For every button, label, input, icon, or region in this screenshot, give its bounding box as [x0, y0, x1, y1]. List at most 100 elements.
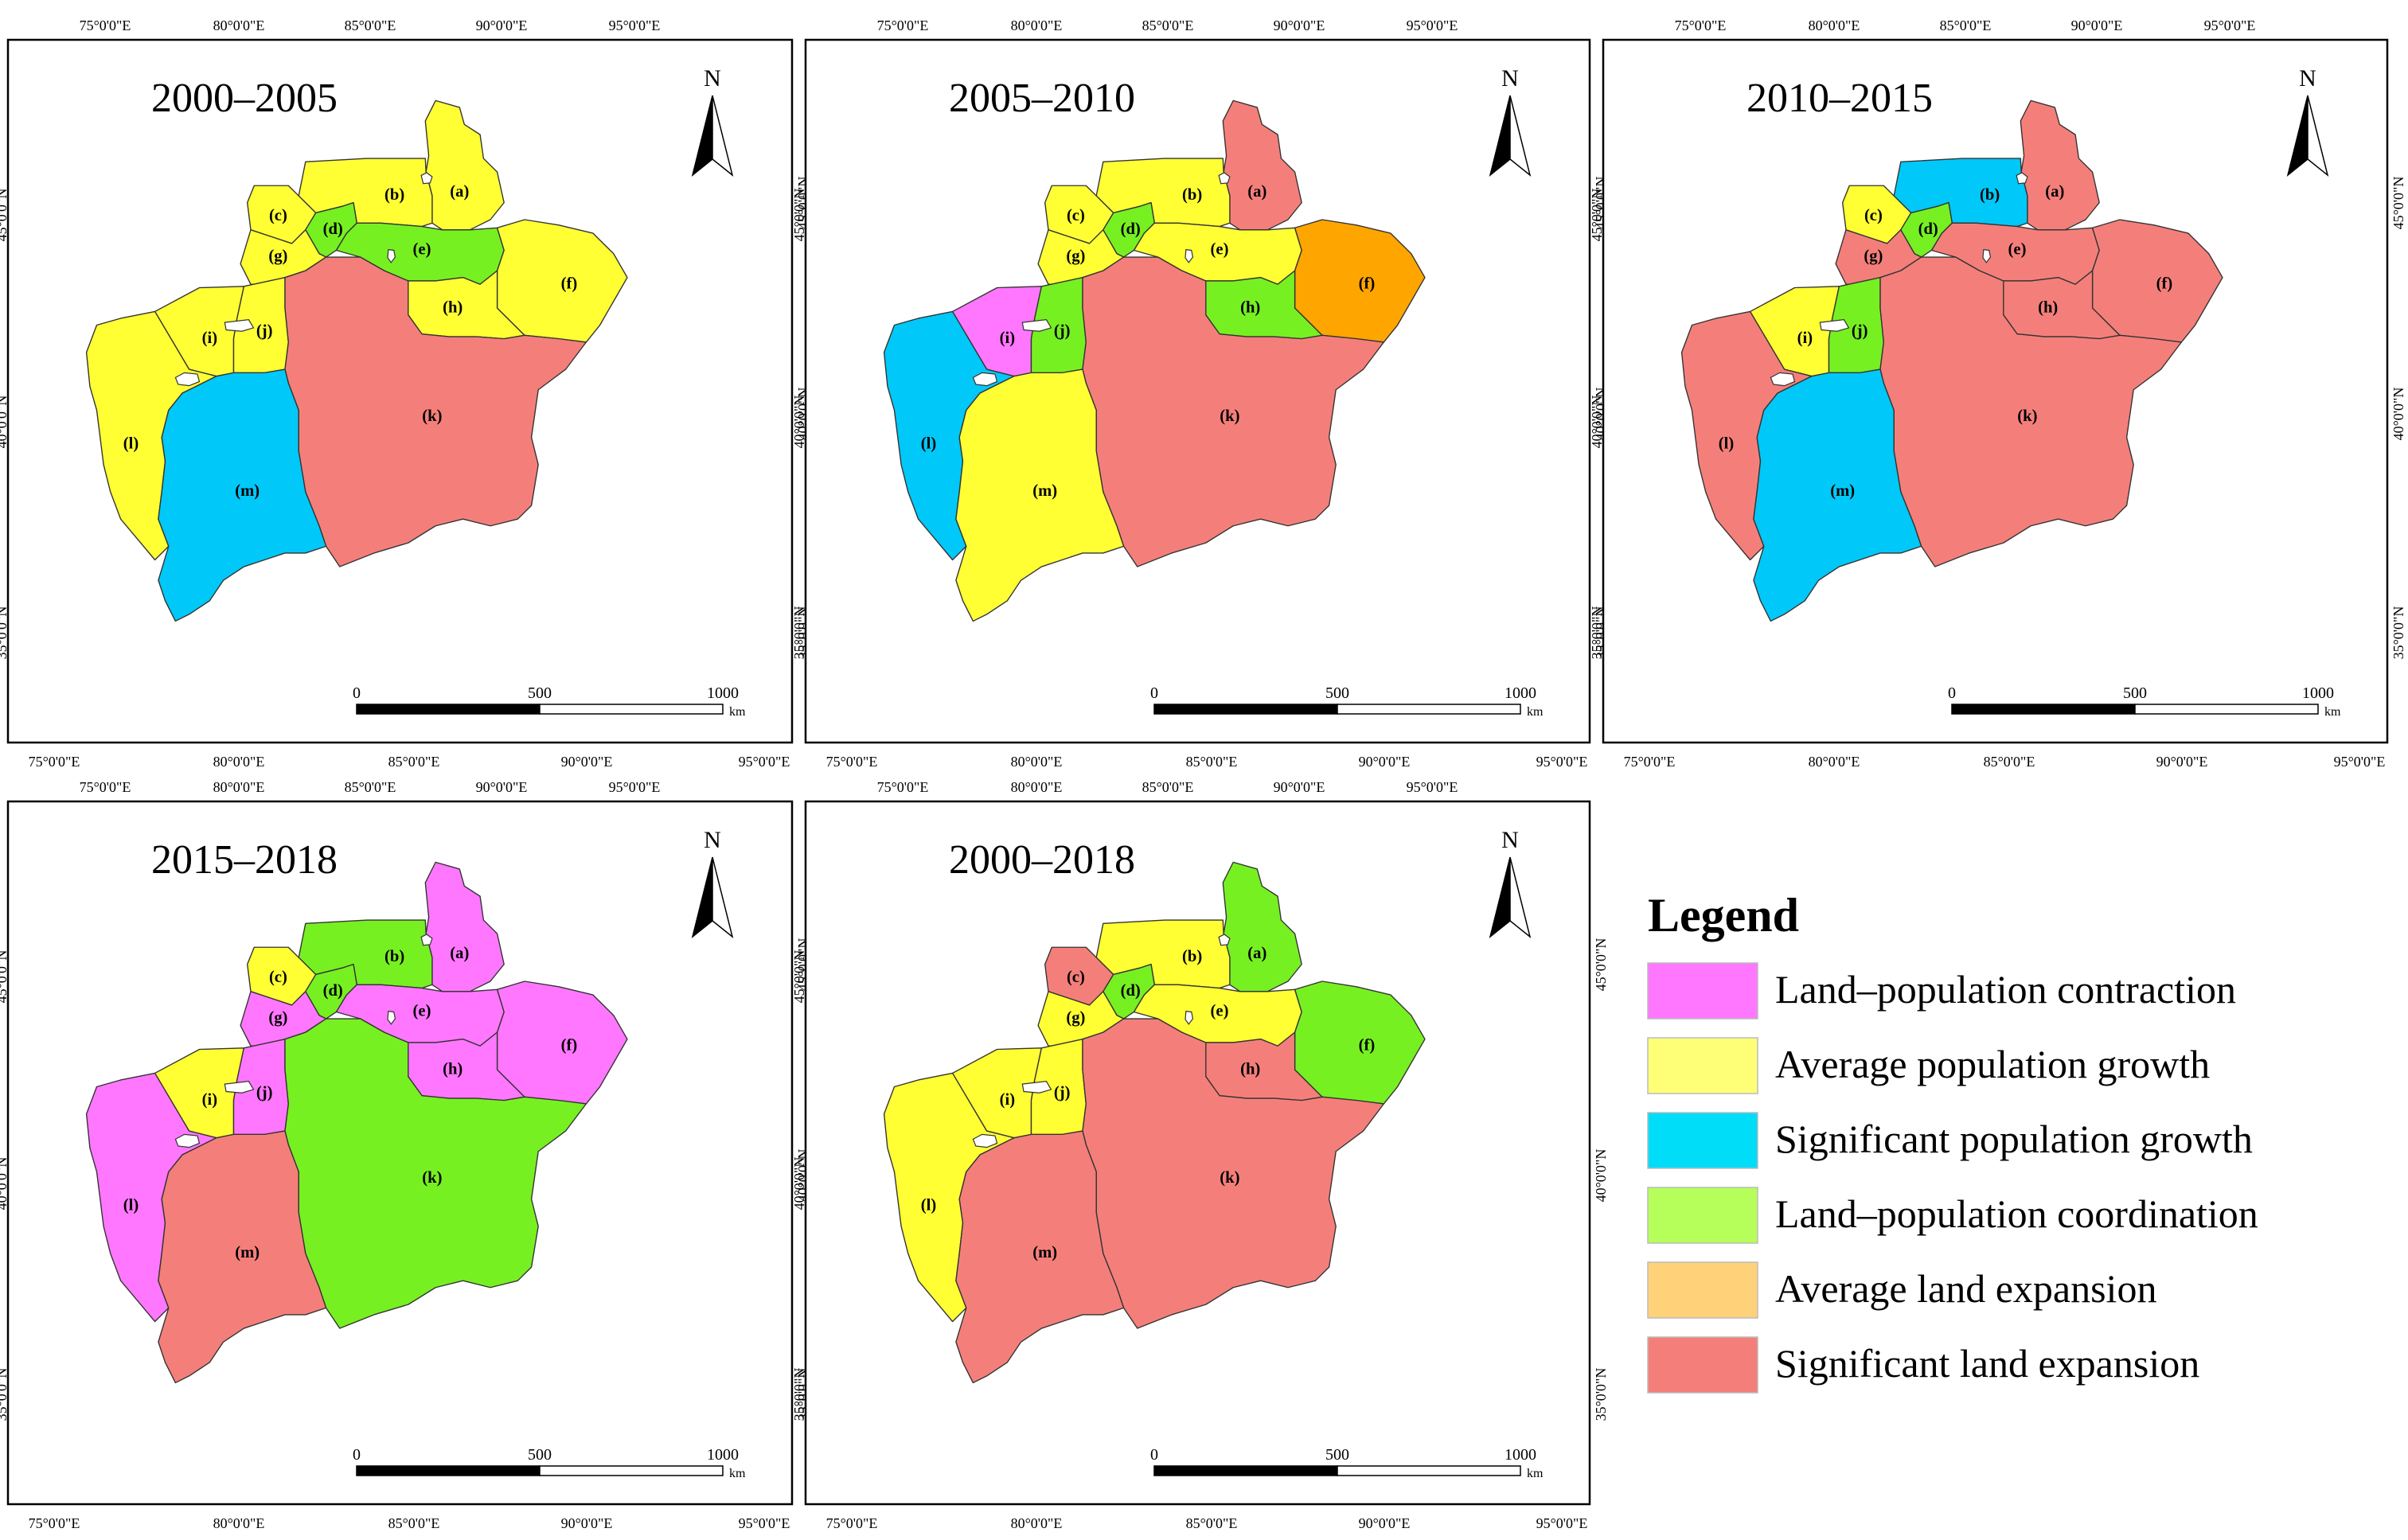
bottom-longitude-label: 75°0'0"E — [826, 1515, 878, 1531]
map-title: 2000–2005 — [151, 76, 338, 121]
bottom-longitude-label: 85°0'0"E — [388, 1515, 440, 1531]
right-latitude-label: 45°0'0"N — [2390, 177, 2406, 230]
region-label-c: (c) — [1067, 207, 1085, 224]
scale-tick-500: 500 — [528, 1446, 552, 1464]
region-label-l: (l) — [921, 435, 936, 452]
region-label-g: (g) — [1864, 248, 1883, 265]
region-label-i: (i) — [202, 1091, 217, 1109]
region-label-f: (f) — [1359, 1036, 1376, 1054]
scale-tick-500: 500 — [2123, 684, 2147, 702]
legend-label: Land–population coordination — [1775, 1191, 2258, 1236]
top-longitude-label: 90°0'0"E — [2071, 18, 2123, 33]
region-map: (a) (b) (c) (d) (e) (f) (g) (h) (i) (j) (k) (l) (m) — [883, 99, 1426, 622]
lake-icon — [1184, 248, 1194, 263]
lake-icon — [1184, 1010, 1194, 1025]
lake-icon — [1021, 1081, 1052, 1094]
left-latitude-label: 40°0'0"N — [1589, 396, 1605, 449]
region-label-k: (k) — [2017, 407, 2037, 425]
bottom-longitude-label: 80°0'0"E — [1809, 754, 1860, 770]
top-longitude-label: 95°0'0"E — [1407, 779, 1458, 795]
region-m — [955, 1130, 1125, 1384]
scale-bar: 0 500 1000 km — [1150, 1446, 1544, 1480]
region-label-c: (c) — [269, 969, 287, 986]
bottom-longitude-label: 90°0'0"E — [2156, 754, 2208, 770]
legend-swatch — [1647, 1336, 1758, 1394]
scale-tick-0: 0 — [1948, 684, 1956, 702]
legend-swatch — [1647, 962, 1758, 1020]
legend-label: Average population growth — [1775, 1042, 2210, 1086]
legend-swatch — [1647, 1187, 1758, 1244]
top-longitude-label: 85°0'0"E — [1940, 18, 1992, 33]
top-longitude-label: 80°0'0"E — [1809, 18, 1860, 33]
scale-tick-0: 0 — [1150, 684, 1158, 702]
scale-unit: km — [729, 1467, 746, 1480]
lake-icon — [387, 248, 396, 263]
right-latitude-label: 45°0'0"N — [1593, 938, 1609, 992]
bottom-longitude-label: 85°0'0"E — [388, 754, 440, 770]
lake-icon — [174, 372, 201, 387]
region-label-j: (j) — [1054, 1084, 1071, 1101]
lake-icon — [972, 1133, 998, 1148]
region-label-h: (h) — [1240, 1060, 1260, 1078]
lake-icon — [1218, 934, 1231, 946]
legend-label: Land–population contraction — [1775, 967, 2236, 1012]
region-label-k: (k) — [1220, 1169, 1239, 1187]
scale-tick-1000: 1000 — [1505, 684, 1536, 702]
north-arrow-label: N — [1501, 65, 1519, 92]
scale-tick-500: 500 — [1325, 1446, 1349, 1464]
region-label-i: (i) — [1797, 329, 1813, 347]
left-latitude-label: 45°0'0"N — [791, 189, 807, 242]
region-label-m: (m) — [1830, 482, 1855, 500]
bottom-longitude-label: 95°0'0"E — [2334, 754, 2386, 770]
scale-tick-1000: 1000 — [707, 1446, 739, 1464]
left-latitude-label: 45°0'0"N — [0, 189, 10, 242]
bottom-longitude-label: 80°0'0"E — [213, 754, 265, 770]
right-latitude-label: 40°0'0"N — [2390, 388, 2406, 441]
region-label-f: (f) — [1359, 275, 1376, 292]
region-label-b: (b) — [384, 186, 404, 204]
bottom-longitude-label: 90°0'0"E — [561, 754, 613, 770]
legend-item: Land–population coordination — [1647, 1187, 2258, 1244]
top-longitude-label: 80°0'0"E — [213, 18, 265, 33]
region-label-a: (a) — [450, 945, 469, 962]
north-arrow-icon: N — [1489, 827, 1532, 938]
region-label-g: (g) — [1066, 248, 1085, 265]
scale-tick-1000: 1000 — [2302, 684, 2334, 702]
legend-label: Significant land expansion — [1775, 1341, 2199, 1386]
left-latitude-label: 45°0'0"N — [1589, 189, 1605, 242]
region-label-c: (c) — [1864, 207, 1883, 224]
region-label-g: (g) — [1066, 1009, 1085, 1027]
top-longitude-label: 75°0'0"E — [877, 18, 929, 33]
bottom-longitude-label: 90°0'0"E — [1359, 1515, 1411, 1531]
region-m — [158, 368, 327, 622]
region-label-j: (j) — [1852, 322, 1868, 340]
map-panel-5: (a) (b) (c) (d) (e) (f) (g) (h) (i) (j) (k) (l) (m) 2… — [804, 800, 1591, 1506]
lake-icon — [1218, 172, 1231, 185]
top-longitude-label: 85°0'0"E — [1142, 779, 1194, 795]
map-title: 2010–2015 — [1746, 76, 1933, 121]
region-label-l: (l) — [921, 1196, 936, 1214]
north-arrow-icon: N — [691, 65, 734, 177]
top-longitude-label: 75°0'0"E — [80, 18, 131, 33]
coordinate-labels: 75°0'0"E 80°0'0"E 85°0'0"E 90°0'0"E 95°0'0"E… — [791, 779, 1609, 1531]
region-label-e: (e) — [1211, 1003, 1229, 1020]
north-arrow-icon: N — [691, 827, 734, 938]
region-label-m: (m) — [235, 1244, 260, 1261]
left-latitude-label: 35°0'0"N — [0, 606, 10, 660]
region-label-a: (a) — [450, 183, 469, 201]
region-label-h: (h) — [1240, 298, 1260, 316]
bottom-longitude-label: 75°0'0"E — [29, 1515, 80, 1531]
bottom-longitude-label: 85°0'0"E — [1186, 1515, 1238, 1531]
lake-icon — [387, 1010, 396, 1025]
left-latitude-label: 40°0'0"N — [791, 1157, 807, 1211]
top-longitude-label: 90°0'0"E — [476, 779, 528, 795]
region-label-l: (l) — [1719, 435, 1734, 452]
coordinate-labels: 75°0'0"E 80°0'0"E 85°0'0"E 90°0'0"E 95°0'0"E… — [1589, 18, 2406, 770]
scale-unit: km — [729, 705, 746, 719]
region-label-h: (h) — [2038, 298, 2058, 316]
region-label-j: (j) — [256, 1084, 273, 1101]
region-label-f: (f) — [561, 275, 578, 292]
region-label-h: (h) — [443, 298, 462, 316]
legend-title: Legend — [1648, 889, 1799, 942]
bottom-longitude-label: 95°0'0"E — [739, 754, 790, 770]
